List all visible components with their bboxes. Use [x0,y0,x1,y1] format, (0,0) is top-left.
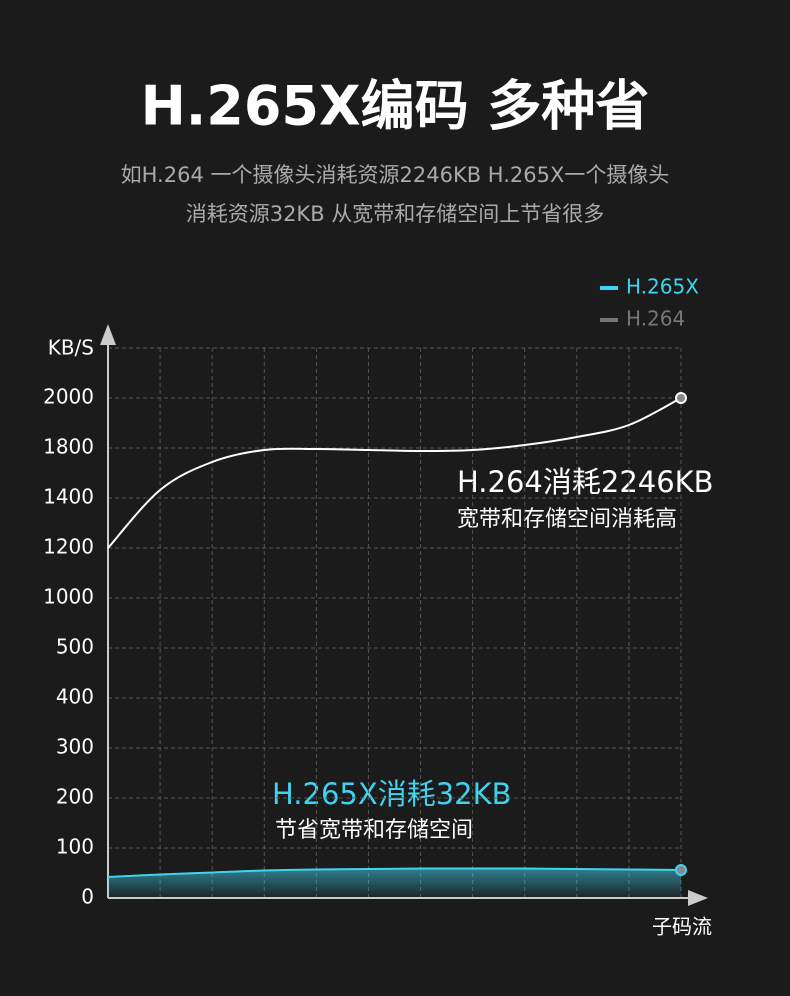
legend-label: H.265X [626,275,699,299]
annotation: H.264消耗2246KB [457,465,714,499]
y-tick-label: 400 [56,685,94,709]
y-tick-label: 500 [56,635,94,659]
subtitle: 如H.264 一个摄像头消耗资源2246KB H.265X一个摄像头 [121,163,670,187]
y-tick-label: 300 [56,735,94,759]
y-axis-label: KB/S [48,336,94,360]
title: H.265X编码 多种省 [141,75,650,138]
y-tick-label: 1200 [43,535,94,559]
end-point [675,864,687,876]
y-tick-label: 1800 [43,435,94,459]
y-tick-label: 0 [81,885,94,909]
x-axis-label: 子码流 [652,915,712,939]
arrow [100,324,116,345]
y-tick-label: 2000 [43,385,94,409]
annotation: 节省宽带和存储空间 [275,818,473,843]
end-point [675,392,687,404]
annotation: H.265X消耗32KB [272,777,512,811]
y-tick-label: 100 [56,835,94,859]
subtitle: 消耗资源32KB 从宽带和存储空间上节省很多 [186,202,605,226]
y-tick-label: 200 [56,785,94,809]
arrow [688,890,708,906]
legend-label: H.264 [626,307,685,331]
y-tick-label: 1400 [43,485,94,509]
legend-marker [600,286,618,290]
line [107,397,682,549]
legend-marker [600,318,618,322]
line [107,867,682,878]
y-tick-label: 1000 [43,585,94,609]
area [108,868,681,898]
annotation: 宽带和存储空间消耗高 [457,507,677,532]
